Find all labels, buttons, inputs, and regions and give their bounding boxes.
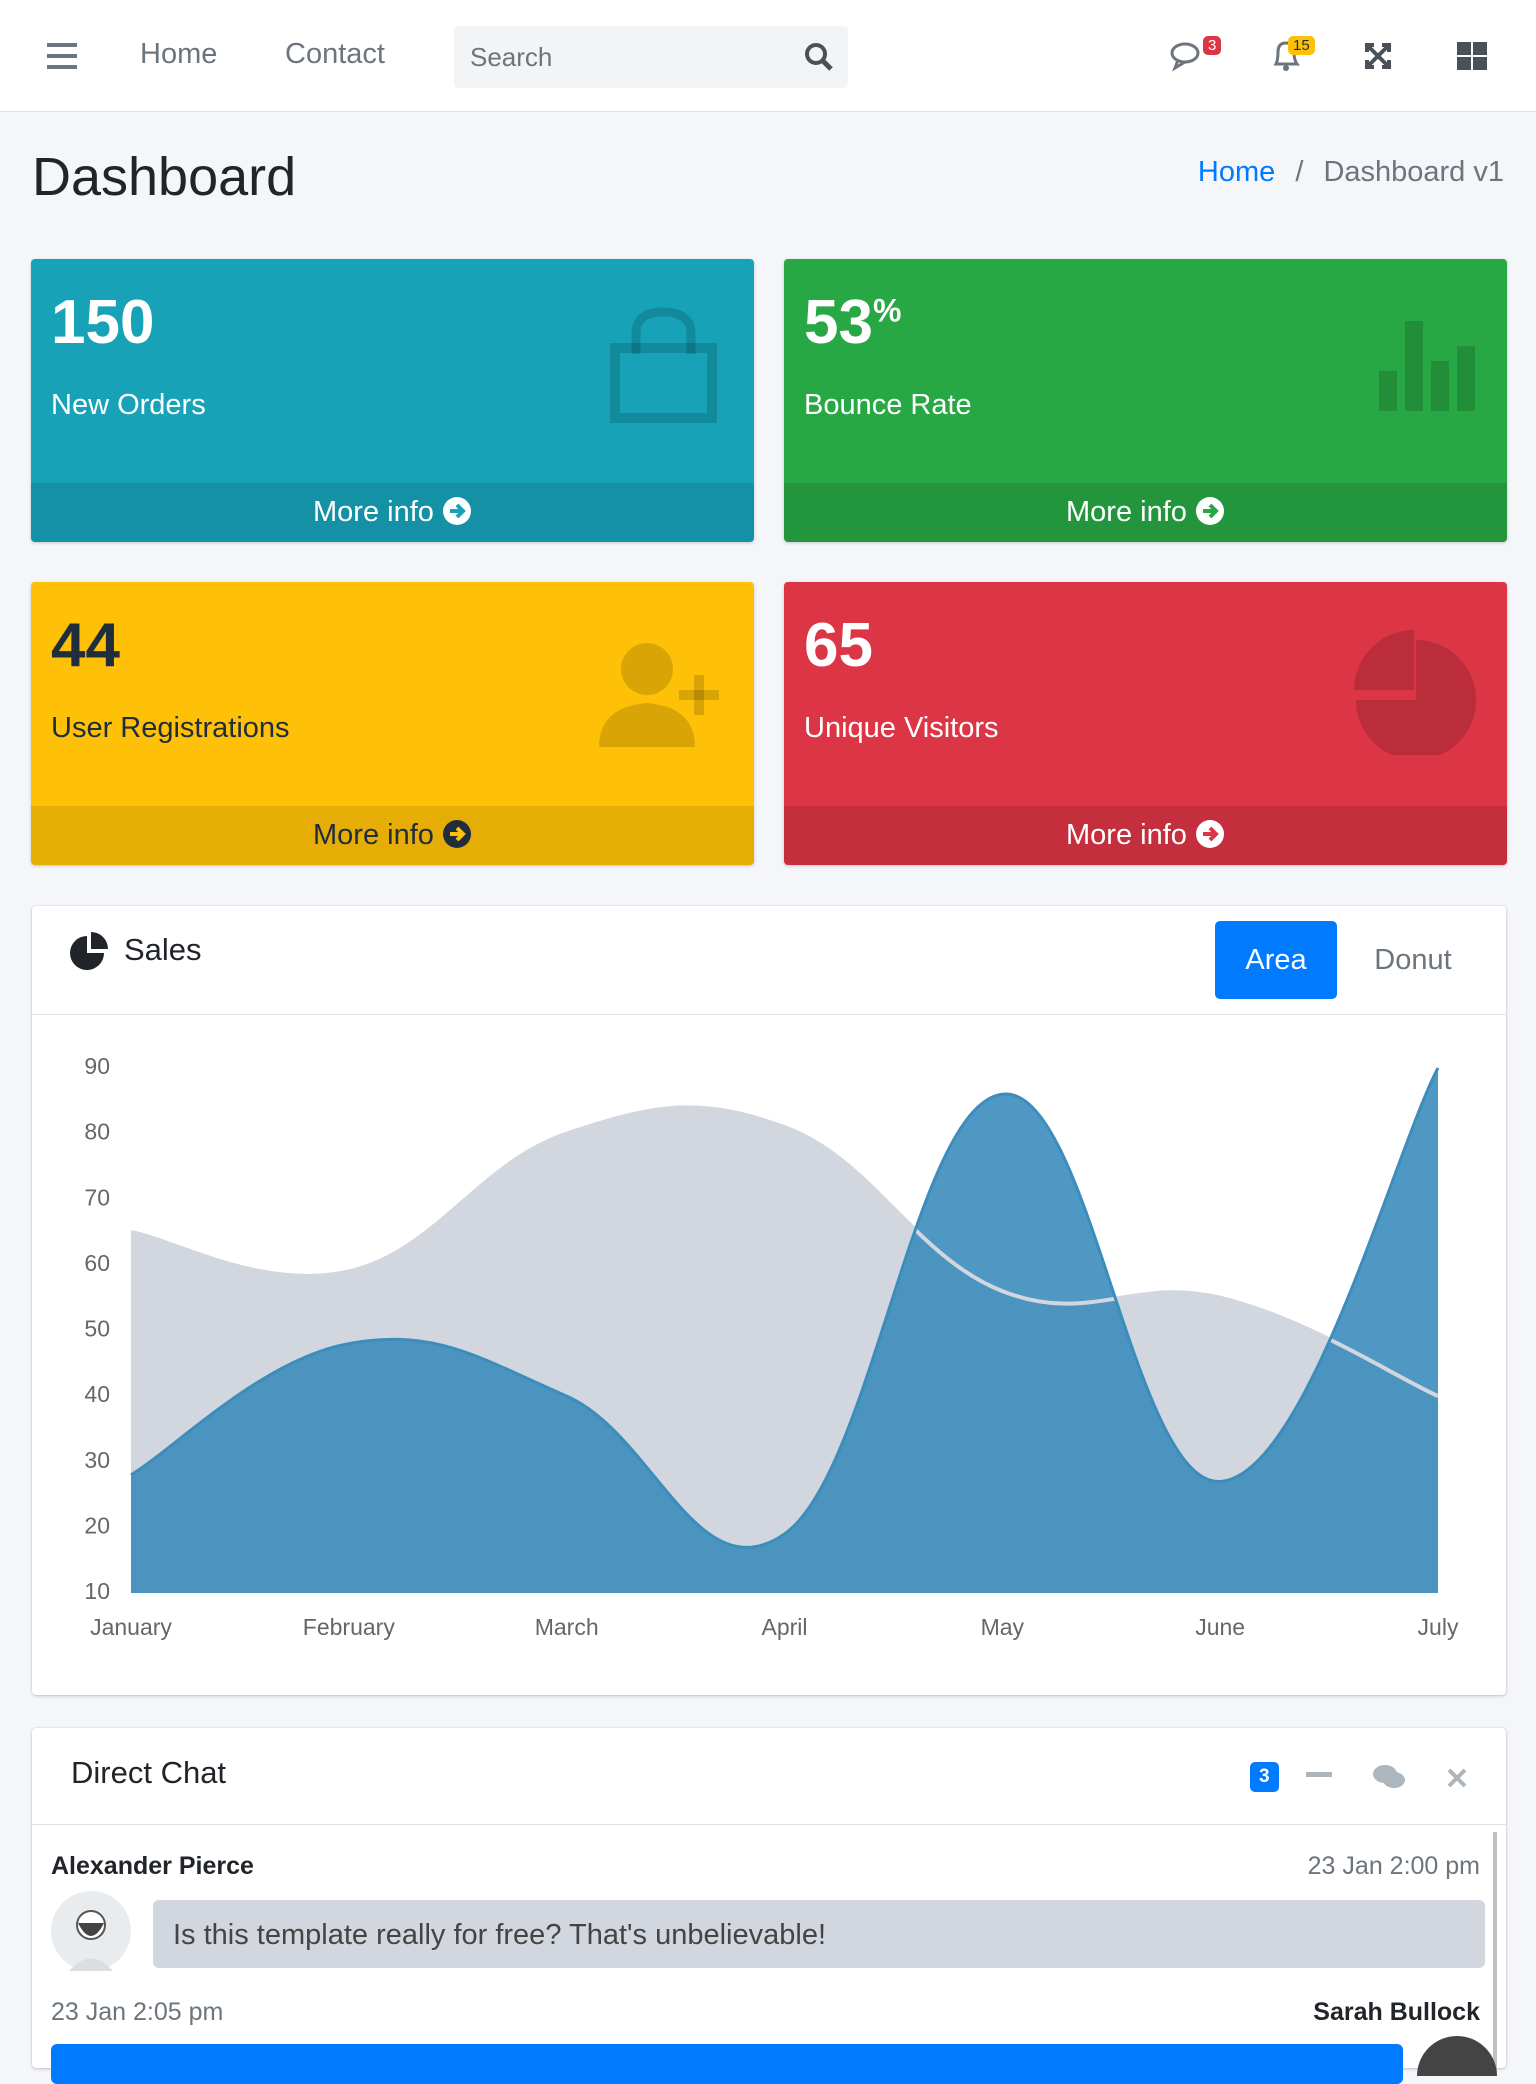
box-label: Unique Visitors <box>804 712 999 744</box>
box-label: New Orders <box>51 389 206 421</box>
more-info-link[interactable]: More info <box>313 819 434 851</box>
more-info-link[interactable]: More info <box>1066 496 1187 528</box>
area <box>131 1068 1438 1593</box>
message-time: 23 Jan 2:00 pm <box>1307 1852 1480 1880</box>
y-tick-label: 40 <box>84 1381 110 1407</box>
close-button[interactable] <box>1447 1768 1467 1788</box>
y-tick-label: 70 <box>84 1184 110 1210</box>
messages-badge: 3 <box>1203 36 1222 55</box>
collapse-button[interactable] <box>1306 1772 1332 1778</box>
search-box[interactable]: Search <box>454 26 848 88</box>
notifications-icon[interactable] <box>1270 38 1304 74</box>
y-tick-label: 50 <box>84 1316 110 1342</box>
breadcrumb-separator: / <box>1295 156 1304 188</box>
chart: 10 20 30 40 50 60 70 80 90 January February March Ap… <box>84 1053 1459 1640</box>
arrow-icon <box>1195 497 1224 525</box>
box-value: 65 <box>804 611 873 680</box>
box-icon <box>1354 630 1476 755</box>
sidebar-icon[interactable] <box>1457 42 1487 70</box>
nav-link[interactable]: Contact <box>285 38 385 70</box>
avatar <box>1417 2036 1497 2076</box>
direct-chat-card: Direct Chat 3 Alexander Pierce 23 Jan 2:… <box>32 1728 1506 2084</box>
x-tick-label: January <box>90 1614 172 1640</box>
x-tick-label: February <box>303 1614 396 1640</box>
avatar <box>51 1891 131 1971</box>
line <box>130 1105 1439 1398</box>
y-tick-label: 30 <box>84 1447 110 1473</box>
breadcrumb-current: Dashboard v1 <box>1323 156 1504 188</box>
box-footer[interactable]: More info <box>784 806 1507 865</box>
card-header: Direct Chat 3 <box>32 1728 1506 1825</box>
box-value: 150 <box>51 288 155 357</box>
small-box: 150 New Orders More info <box>31 259 754 542</box>
box-footer[interactable]: More info <box>31 806 754 865</box>
chat-badge: 3 <box>1250 1762 1279 1792</box>
card-header: Sales Area Donut <box>32 906 1506 1015</box>
message-text: Is this template really for free? That's… <box>173 1919 827 1951</box>
x-tick-label: March <box>535 1614 599 1640</box>
search-placeholder: Search <box>470 42 553 72</box>
box-footer[interactable]: More info <box>784 483 1507 542</box>
more-info-link[interactable]: More info <box>1066 819 1187 851</box>
box-label: User Registrations <box>51 712 290 744</box>
nav-link[interactable]: Home <box>140 38 218 70</box>
page-title: Dashboard <box>32 147 297 207</box>
small-box: 65 Unique Visitors More info <box>784 582 1507 865</box>
card-title: Direct Chat <box>71 1755 227 1790</box>
box-value: 53% <box>804 287 901 358</box>
message-author: Alexander Pierce <box>51 1852 254 1880</box>
box-icon <box>610 307 717 423</box>
y-tick-label: 10 <box>84 1578 110 1604</box>
small-box: 53% Bounce Rate More info <box>784 259 1507 542</box>
x-tick-label: May <box>981 1614 1025 1640</box>
breadcrumb: Home / Dashboard v1 <box>1198 156 1504 189</box>
fullscreen-icon[interactable] <box>1363 41 1393 71</box>
y-tick-label: 20 <box>84 1512 110 1538</box>
box-value: 44 <box>51 611 120 680</box>
breadcrumb-link[interactable]: Home <box>1197 156 1276 188</box>
card-title: Sales <box>124 932 202 967</box>
box-icon <box>599 643 719 747</box>
navbar: Home Contact Search 3 15 <box>0 0 1536 112</box>
message-time: 23 Jan 2:05 pm <box>51 1998 224 2026</box>
pie-icon <box>70 932 108 970</box>
y-tick-label: 60 <box>84 1250 110 1276</box>
menu-button[interactable] <box>47 43 77 69</box>
notifications-badge: 15 <box>1288 36 1315 55</box>
y-tick-label: 90 <box>84 1053 110 1079</box>
tab-button[interactable]: Area <box>1215 921 1337 999</box>
x-tick-label: June <box>1195 1614 1245 1640</box>
box-suffix: % <box>872 292 902 329</box>
box-footer[interactable]: More info <box>31 483 754 542</box>
box-icon <box>1379 321 1475 411</box>
message-bubble <box>51 2044 1403 2084</box>
line <box>130 1067 1440 1549</box>
arrow-icon <box>1195 820 1224 848</box>
x-tick-label: July <box>1418 1614 1459 1640</box>
more-info-link[interactable]: More info <box>313 496 434 528</box>
scrollbar <box>1493 1832 1497 2072</box>
arrow-icon <box>442 497 471 525</box>
message-author: Sarah Bullock <box>1313 1998 1480 2026</box>
message-bubble: Is this template really for free? That's… <box>153 1900 1485 1968</box>
small-box: 44 User Registrations More info <box>31 582 754 865</box>
search-icon[interactable] <box>804 42 834 72</box>
tab-button[interactable]: Donut <box>1374 944 1452 976</box>
contacts-button[interactable] <box>1372 1764 1406 1790</box>
box-label: Bounce Rate <box>804 389 972 421</box>
box-number: 53 <box>804 288 873 357</box>
x-tick-label: April <box>761 1614 807 1640</box>
messages-icon[interactable] <box>1170 40 1208 72</box>
y-tick-label: 80 <box>84 1119 110 1145</box>
arrow-icon <box>442 820 471 848</box>
